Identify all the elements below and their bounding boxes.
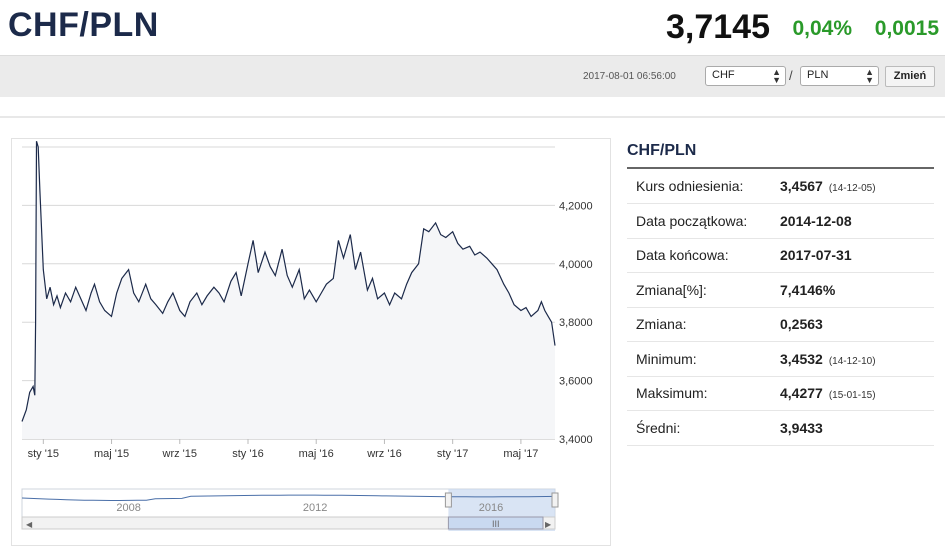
info-value-main: 0,2563 <box>780 316 823 333</box>
scrollbar-grip-icon: III <box>492 519 500 529</box>
info-value-date: (15-01-15) <box>828 390 876 402</box>
info-label: Kurs odniesienia: <box>627 169 780 204</box>
y-tick-label: 3,6000 <box>559 376 593 388</box>
info-value-main: 3,9433 <box>780 419 823 436</box>
y-tick-label: 4,0000 <box>559 259 593 271</box>
current-price: 3,7145 <box>666 8 770 46</box>
info-value-main: 2014-12-08 <box>780 212 852 229</box>
y-tick-label: 3,8000 <box>559 317 593 329</box>
select-arrows-icon: ▲ ▼ <box>772 67 781 85</box>
price-chart: 3,4000 3,6000 3,8000 4,0000 4,2000 sty '15 maj… <box>21 141 593 531</box>
info-value-date: (14-12-10) <box>828 355 876 367</box>
info-value: 3,4567 (14-12-05) <box>780 169 934 204</box>
scrollbar-thumb[interactable] <box>447 516 544 530</box>
x-tick-label: sty '17 <box>437 448 468 460</box>
x-tick-label: wrz '16 <box>366 448 402 460</box>
toolbar: 2017-08-01 06:56:00 CHF ▲ ▼ / PLN ▲ ▼ Zmie… <box>0 55 945 97</box>
header: CHF/PLN 3,7145 0,04% 0,0015 <box>0 0 945 55</box>
y-tick-label: 4,2000 <box>559 200 593 212</box>
from-currency-value: CHF <box>712 69 735 81</box>
info-label: Data końcowa: <box>627 238 780 273</box>
info-value: 4,4277 (15-01-15) <box>780 376 934 411</box>
info-value: 3,9433 <box>780 410 934 446</box>
change-percent: 0,04% <box>792 17 852 40</box>
series-line <box>21 141 556 422</box>
change-button[interactable]: Zmień <box>885 66 935 87</box>
x-tick-label: wrz '15 <box>162 448 198 460</box>
navigator-year-label: 2016 <box>479 502 503 514</box>
info-value-main: 4,4277 <box>780 385 823 402</box>
x-tick-label: sty '16 <box>232 448 263 460</box>
to-currency-value: PLN <box>807 69 829 81</box>
info-value-main: 3,4532 <box>780 350 823 367</box>
info-value-date: (14-12-05) <box>828 183 876 194</box>
info-row: Zmiana: 0,2563 <box>627 307 934 342</box>
info-value: 2017-07-31 <box>780 238 934 273</box>
x-tick-label: sty '15 <box>28 448 59 460</box>
info-label: Minimum: <box>627 341 780 377</box>
x-tick-label: maj '16 <box>299 448 334 460</box>
navigator-year-label: 2012 <box>303 502 327 514</box>
to-currency-select[interactable]: PLN ▲ ▼ <box>800 66 879 86</box>
navigator-year-label: 2008 <box>116 502 140 514</box>
info-value-main: 7,4146% <box>780 281 836 298</box>
info-title: CHF/PLN <box>627 142 697 159</box>
info-row: Maksimum: 4,4277 (15-01-15) <box>627 376 934 411</box>
info-row: Data końcowa: 2017-07-31 <box>627 238 934 273</box>
info-value-main: 2017-07-31 <box>780 247 852 264</box>
info-value: 2014-12-08 <box>780 203 934 239</box>
currency-separator: / <box>789 68 793 83</box>
navigator-handle[interactable] <box>444 492 452 508</box>
scroll-left-icon[interactable]: ◀ <box>26 520 33 529</box>
series-area <box>22 141 555 439</box>
navigator-handle[interactable] <box>551 492 559 508</box>
y-tick-label: 3,4000 <box>559 434 593 446</box>
navigator-line <box>21 494 556 501</box>
info-rule <box>627 167 934 169</box>
info-label: Zmiana: <box>627 307 780 342</box>
info-row: Średni: 3,9433 <box>627 410 934 446</box>
info-row: Data początkowa: 2014-12-08 <box>627 203 934 239</box>
chart-panel: 3,4000 3,6000 3,8000 4,0000 4,2000 sty '15 maj… <box>11 138 611 546</box>
info-value: 3,4532 (14-12-10) <box>780 341 934 377</box>
info-table: Kurs odniesienia: 3,4567 (14-12-05) Data po… <box>627 169 934 446</box>
info-row: Kurs odniesienia: 3,4567 (14-12-05) <box>627 169 934 204</box>
divider <box>0 116 945 118</box>
scroll-right-icon[interactable]: ▶ <box>545 520 552 529</box>
info-row: Minimum: 3,4532 (14-12-10) <box>627 341 934 377</box>
x-tick-label: maj '15 <box>94 448 129 460</box>
info-label: Maksimum: <box>627 376 780 411</box>
info-label: Zmiana[%]: <box>627 272 780 308</box>
timestamp: 2017-08-01 06:56:00 <box>583 71 676 82</box>
change-absolute: 0,0015 <box>874 17 939 40</box>
info-label: Średni: <box>627 410 780 446</box>
info-row: Zmiana[%]: 7,4146% <box>627 272 934 308</box>
info-value: 0,2563 <box>780 307 934 342</box>
select-arrows-icon: ▲ ▼ <box>865 67 874 85</box>
scrollbar[interactable] <box>21 516 556 530</box>
info-label: Data początkowa: <box>627 203 780 239</box>
page-title: CHF/PLN <box>8 6 159 44</box>
x-tick-label: maj '17 <box>503 448 538 460</box>
from-currency-select[interactable]: CHF ▲ ▼ <box>705 66 786 86</box>
info-value: 7,4146% <box>780 272 934 308</box>
info-value-main: 3,4567 <box>780 178 823 194</box>
